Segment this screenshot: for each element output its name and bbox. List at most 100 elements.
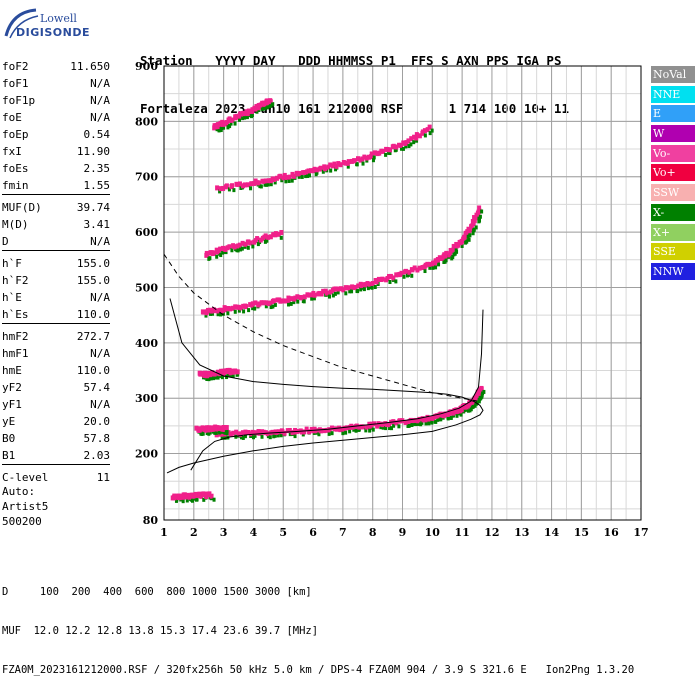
echo-point — [365, 281, 370, 287]
echo-point — [230, 117, 235, 123]
echo-point — [266, 182, 270, 187]
echo-point — [365, 158, 369, 163]
echo-point — [469, 223, 474, 229]
echo-point — [366, 154, 371, 160]
echo-point — [237, 181, 242, 187]
parameter-value: 20.0 — [83, 415, 111, 428]
legend-item-vo-: Vo- — [651, 144, 695, 162]
echo-point — [224, 250, 228, 255]
echo-point — [284, 179, 288, 184]
echo-point — [400, 146, 404, 151]
echo-point — [250, 301, 255, 307]
echo-point — [271, 304, 275, 309]
echo-point — [355, 162, 359, 167]
footer-info: D 100 200 400 600 800 1000 1500 3000 [km… — [2, 560, 634, 690]
legend-item-x-: X+ — [651, 223, 695, 241]
echo-point — [384, 426, 388, 431]
x-tick-label: 17 — [633, 526, 648, 539]
echo-point — [230, 183, 235, 189]
echo-point — [414, 135, 419, 141]
echo-point — [314, 428, 319, 434]
echo-point — [251, 244, 255, 249]
echo-point — [233, 121, 237, 126]
echo-point — [354, 428, 358, 433]
echo-point — [243, 114, 247, 119]
echo-point — [215, 185, 220, 191]
echo-point — [261, 429, 266, 435]
echo-point — [263, 178, 268, 184]
echo-point — [222, 125, 226, 130]
echo-point — [213, 308, 218, 314]
echo-point — [369, 151, 374, 157]
echo-point — [204, 313, 208, 318]
echo-point — [253, 300, 258, 306]
echo-point — [239, 305, 244, 311]
echo-point — [220, 435, 224, 440]
echo-point — [237, 117, 241, 122]
echo-point — [269, 305, 273, 310]
echo-point — [477, 397, 481, 402]
echo-point — [434, 265, 438, 270]
echo-point — [219, 312, 223, 317]
parameter-name: MUF(D) — [2, 201, 42, 214]
echo-point — [264, 300, 269, 306]
echo-point — [451, 243, 456, 249]
parameter-value: 11 — [96, 471, 110, 484]
echo-point — [468, 227, 473, 233]
echo-point — [287, 178, 291, 183]
echo-point — [220, 119, 225, 125]
echo-point — [307, 292, 312, 298]
echo-point — [436, 417, 440, 422]
echo-point — [266, 105, 270, 110]
echo-point — [273, 302, 277, 307]
x-tick-label: 9 — [399, 526, 407, 539]
echo-point — [417, 265, 422, 271]
echo-point — [370, 285, 374, 290]
echo-point — [255, 109, 259, 114]
echo-point — [437, 417, 441, 422]
echo-point — [266, 234, 271, 240]
echo-point — [443, 411, 448, 417]
hdr-value-station: Fortaleza — [140, 101, 208, 116]
parameter-row: h`Es 110.0 — [2, 306, 110, 323]
parameter-value: 110.0 — [76, 308, 110, 321]
parameter-row: foE N/A — [2, 109, 110, 126]
echo-point — [223, 435, 227, 440]
echo-point — [291, 173, 296, 179]
echo-point — [268, 300, 273, 306]
echo-point — [221, 311, 225, 316]
x-tick-label: 3 — [220, 526, 228, 539]
echo-point — [427, 416, 432, 422]
echo-point — [226, 311, 230, 316]
x-tick-label: 5 — [279, 526, 287, 539]
echo-point — [245, 115, 249, 120]
parameter-name: yF2 — [2, 381, 22, 394]
echo-point — [241, 435, 245, 440]
echo-point — [412, 265, 417, 271]
parameter-name: foEp — [2, 128, 29, 141]
echo-point — [431, 265, 435, 270]
profile-curve — [163, 253, 478, 402]
hdr-label-sounding: FFS S AXN PPS IGA PS — [410, 53, 562, 68]
parameter-value: 272.7 — [76, 330, 110, 343]
parameter-value: 3.41 — [83, 218, 111, 231]
plot-frame — [163, 65, 642, 521]
parameter-row: fmin 1.55 — [2, 177, 110, 194]
parameter-name: hmF1 — [2, 347, 29, 360]
echo-point — [384, 152, 388, 157]
echo-point — [216, 312, 220, 317]
echo-point — [227, 187, 231, 192]
echo-point — [244, 304, 249, 310]
parameter-value: N/A — [90, 111, 110, 124]
echo-point — [422, 128, 427, 134]
echo-point — [412, 140, 416, 145]
echo-point — [210, 311, 214, 316]
echo-point — [325, 290, 330, 296]
echo-point — [268, 435, 272, 440]
hdr-label-date: YYYY DAY — [215, 53, 276, 68]
echo-point — [319, 291, 324, 297]
echo-point — [251, 435, 255, 440]
echo-point — [233, 309, 237, 314]
echo-point — [285, 428, 290, 434]
echo-point — [233, 244, 238, 250]
